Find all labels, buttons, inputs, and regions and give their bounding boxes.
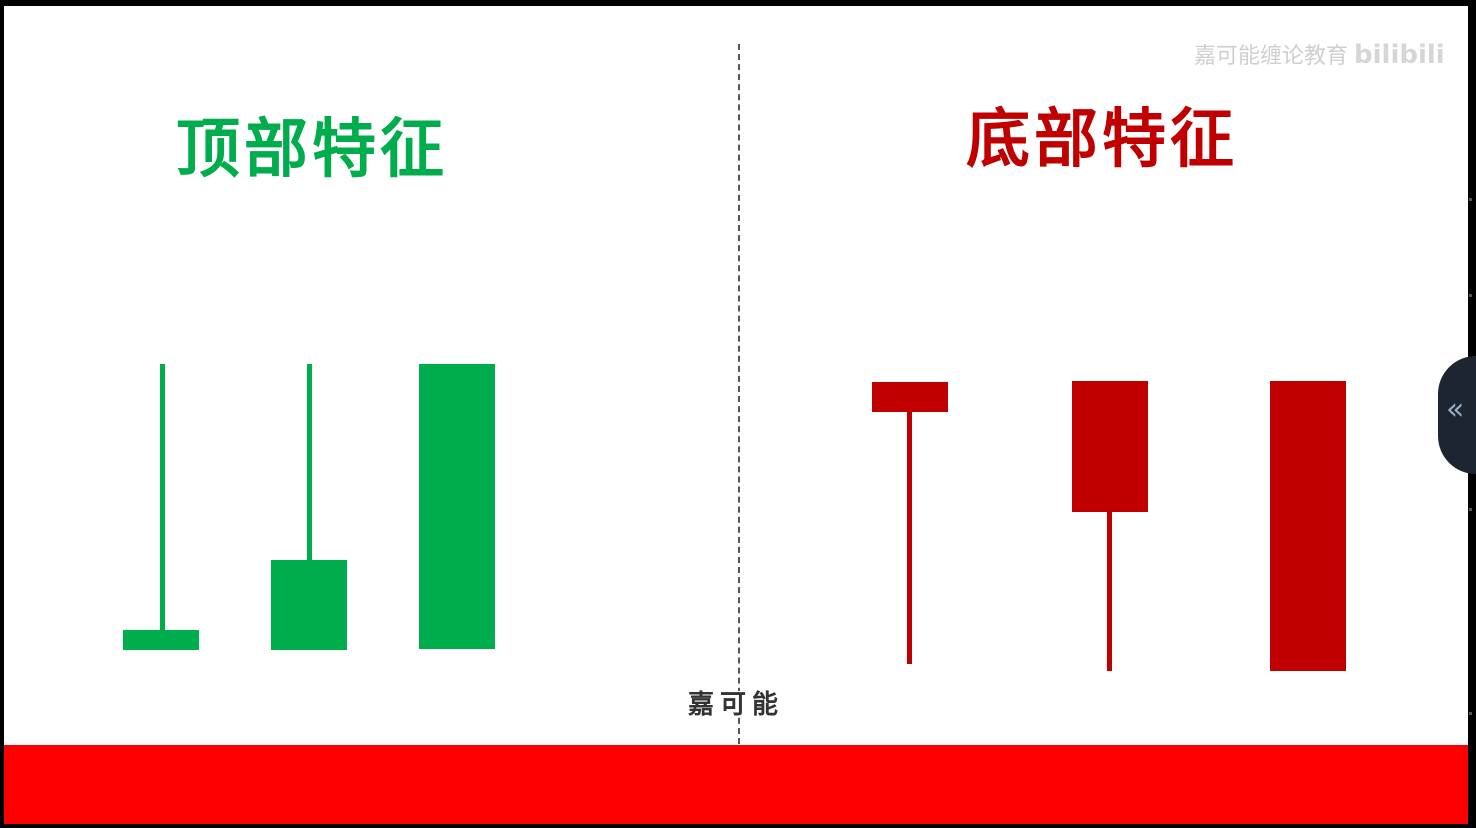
dashed-divider <box>738 44 740 744</box>
top-candle-3 <box>419 364 495 649</box>
bottom-candle-3 <box>1270 381 1346 671</box>
bilibili-logo: bilibili <box>1354 40 1445 70</box>
bottom-candle-1 <box>872 382 948 664</box>
subtitle-caption: 嘉可能 <box>688 690 785 720</box>
watermark-text: 嘉可能缠论教育 <box>1194 44 1349 69</box>
side-panel-toggle[interactable] <box>1438 356 1476 474</box>
top-candle-2 <box>271 364 347 650</box>
bottom-candle-2 <box>1072 381 1148 671</box>
top-candle-1 <box>123 364 199 650</box>
edge-marker <box>1469 198 1472 201</box>
top-features-title: 顶部特征 <box>176 113 448 187</box>
edge-marker <box>1469 508 1472 511</box>
edge-marker <box>1469 712 1472 715</box>
bottom-features-title: 底部特征 <box>966 103 1238 177</box>
edge-marker <box>1469 294 1472 297</box>
candlestick-illustration <box>123 364 1346 671</box>
double-chevron-left-icon[interactable]: « <box>1446 392 1465 427</box>
video-frame: 嘉可能缠论教育 bilibili 顶部特征 底部特征 嘉可能 <box>4 6 1468 824</box>
watermark: 嘉可能缠论教育 bilibili <box>1194 38 1445 70</box>
red-banner <box>4 745 1468 824</box>
